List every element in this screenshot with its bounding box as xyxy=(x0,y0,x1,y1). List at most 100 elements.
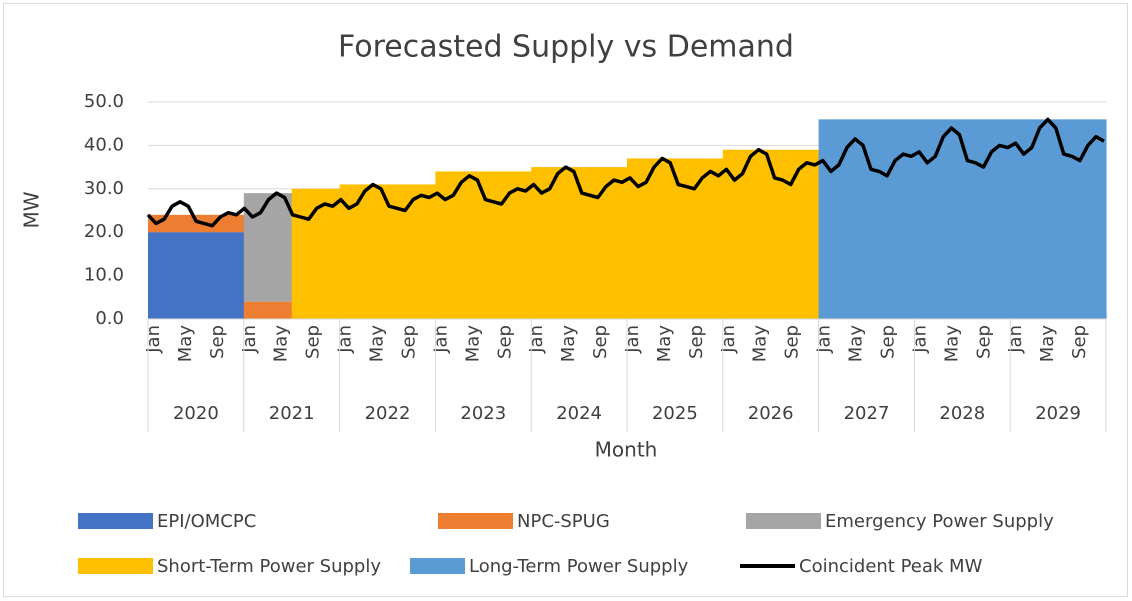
area-segment xyxy=(1018,119,1027,319)
area-segment xyxy=(563,167,572,319)
area-segment xyxy=(770,149,780,319)
area-segment xyxy=(1098,119,1107,319)
area-segment xyxy=(291,188,301,319)
legend-label: NPC-SPUG xyxy=(517,511,610,532)
legend-label: Short-Term Power Supply xyxy=(157,556,381,577)
area-segment xyxy=(547,167,556,319)
area-segment xyxy=(211,232,221,319)
year-label: 2024 xyxy=(556,403,602,424)
area-segment xyxy=(155,214,165,233)
area-segment xyxy=(275,193,285,302)
area-segment xyxy=(1010,119,1019,319)
area-segment xyxy=(235,214,245,233)
month-label: Sep xyxy=(877,325,898,359)
area-segment xyxy=(155,232,165,319)
legend-label: Coincident Peak MW xyxy=(799,556,983,577)
legend-label: EPI/OMCPC xyxy=(157,511,256,532)
month-label: May xyxy=(175,325,196,363)
year-label: 2029 xyxy=(1035,403,1081,424)
area-segment xyxy=(810,149,820,319)
area-segment xyxy=(794,149,804,319)
area-segment xyxy=(435,171,444,319)
legend-label: Emergency Power Supply xyxy=(825,511,1054,532)
area-segment xyxy=(802,149,812,319)
area-segment xyxy=(347,184,357,319)
area-segment xyxy=(1066,119,1075,319)
area-segment xyxy=(387,184,397,319)
area-segment xyxy=(411,184,421,319)
area-segment xyxy=(922,119,931,319)
area-segment xyxy=(642,158,652,319)
area-segment xyxy=(219,232,229,319)
area-segment xyxy=(1082,119,1091,319)
area-segment xyxy=(259,301,269,319)
month-label: Jan xyxy=(143,325,164,354)
area-segment xyxy=(634,158,644,319)
area-segment xyxy=(459,171,468,319)
area-segment xyxy=(235,232,245,319)
legend-label: Long-Term Power Supply xyxy=(469,556,689,577)
year-label: 2020 xyxy=(173,403,219,424)
year-label: 2026 xyxy=(748,403,794,424)
area-segment xyxy=(890,119,900,319)
area-segment xyxy=(1074,119,1083,319)
chart-title: Forecasted Supply vs Demand xyxy=(338,30,794,65)
area-segment xyxy=(243,193,253,302)
area-segment xyxy=(283,301,293,319)
legend-swatch xyxy=(78,513,153,529)
month-label: Sep xyxy=(590,325,611,359)
area-segment xyxy=(187,232,197,319)
area-segment xyxy=(627,158,636,319)
area-segment xyxy=(403,184,413,319)
month-label: Jan xyxy=(622,325,643,354)
area-segment xyxy=(762,149,772,319)
area-segment xyxy=(730,149,740,319)
area-segment xyxy=(427,184,436,319)
area-segment xyxy=(842,119,852,319)
month-label: May xyxy=(271,325,292,363)
area-segment xyxy=(355,184,365,319)
area-segment xyxy=(1026,119,1035,319)
area-segment xyxy=(603,167,612,319)
area-segment xyxy=(219,214,229,233)
area-segment xyxy=(930,119,939,319)
month-label: May xyxy=(462,325,483,363)
area-segment xyxy=(467,171,476,319)
month-label: May xyxy=(1037,325,1058,363)
area-segment xyxy=(395,184,405,319)
month-label: Jan xyxy=(526,325,547,354)
area-segment xyxy=(187,214,197,233)
month-label: Sep xyxy=(207,325,228,359)
area-segment xyxy=(483,171,492,319)
area-segment xyxy=(259,193,269,302)
area-segment xyxy=(315,188,325,319)
area-segment xyxy=(203,232,213,319)
area-segment xyxy=(523,171,532,319)
area-segment xyxy=(507,171,516,319)
area-segment xyxy=(978,119,987,319)
month-label: May xyxy=(367,325,388,363)
area-segment xyxy=(898,119,908,319)
area-segment xyxy=(179,232,189,319)
area-segment xyxy=(818,119,828,319)
area-segment xyxy=(179,214,189,233)
area-segment xyxy=(874,119,884,319)
area-segment xyxy=(363,184,373,319)
month-label: Sep xyxy=(303,325,324,359)
line xyxy=(146,117,1105,228)
area-segment xyxy=(163,214,173,233)
area-segment xyxy=(595,167,604,319)
area-segment xyxy=(962,119,971,319)
area-segment xyxy=(171,232,181,319)
area-segment xyxy=(954,119,963,319)
month-label: Sep xyxy=(973,325,994,359)
area-segment xyxy=(611,167,620,319)
area-segment xyxy=(251,193,261,302)
area-segment xyxy=(1050,119,1059,319)
area-segment xyxy=(555,167,564,319)
area-segment xyxy=(746,149,756,319)
area-segment xyxy=(986,119,995,319)
area-segment xyxy=(195,232,205,319)
area-segment xyxy=(682,158,692,319)
x-axis-label: Month xyxy=(595,438,658,462)
